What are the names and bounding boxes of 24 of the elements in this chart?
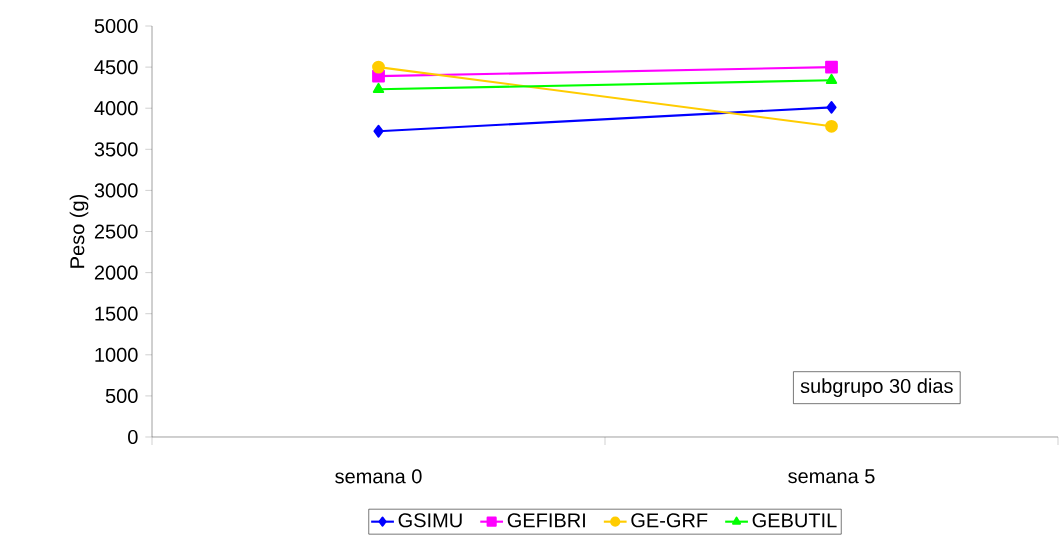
y-tick-label: 2000 bbox=[94, 265, 138, 280]
y-tick-label: 0 bbox=[128, 429, 138, 445]
annotation: subgrupo 30 dias bbox=[800, 378, 953, 397]
legend-label: GEBUTIL bbox=[752, 513, 837, 528]
y-tick-label: 4500 bbox=[94, 60, 138, 75]
y-tick-label: 500 bbox=[105, 388, 138, 403]
point bbox=[373, 124, 384, 138]
point bbox=[826, 100, 837, 114]
y-tick-label: 1000 bbox=[95, 347, 138, 362]
y-tick-label: 3000 bbox=[94, 183, 138, 198]
y-tick-label: 2500 bbox=[94, 224, 138, 239]
x-tick-label: semana 5 bbox=[788, 469, 875, 484]
legend-label: GE-GRF bbox=[631, 513, 708, 528]
point bbox=[372, 60, 385, 74]
y-tick-label: 1500 bbox=[95, 306, 138, 321]
point bbox=[825, 119, 838, 133]
legend-label: GEFIBRI bbox=[507, 513, 585, 528]
y-axis-title: Peso (g) bbox=[69, 194, 89, 268]
point bbox=[825, 60, 838, 74]
legend-label: GSIMU bbox=[398, 513, 462, 528]
x-tick-label: semana 0 bbox=[335, 469, 422, 484]
y-tick-label: 3500 bbox=[94, 142, 138, 157]
y-tick-label: 5000 bbox=[94, 18, 138, 34]
y-tick-label: 4000 bbox=[94, 101, 138, 116]
